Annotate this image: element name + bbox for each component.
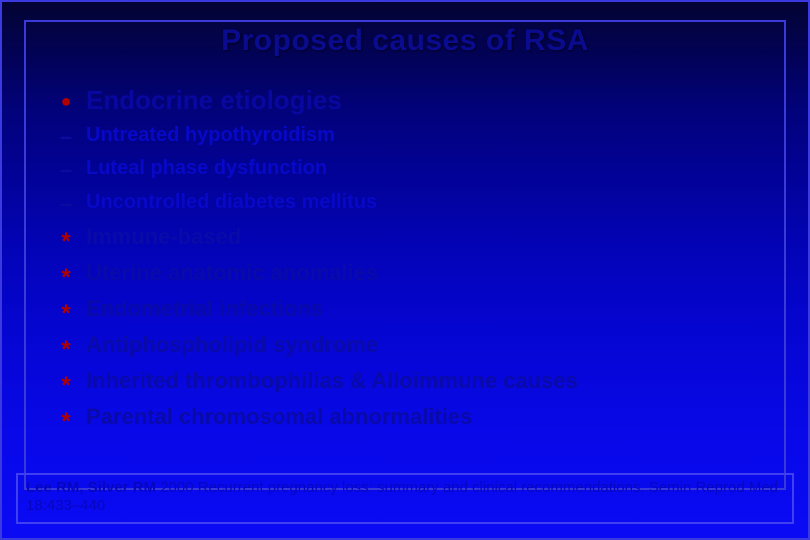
list-item: Luteal phase dysfunction — [52, 156, 768, 184]
citation-authors: Lee RM, Silver RM — [26, 479, 156, 496]
slide-title: Proposed causes of RSA — [2, 24, 808, 58]
list-item: Uterine anatomic anomalies — [52, 259, 768, 289]
bullet-star-icon — [52, 223, 80, 253]
item-text: Immune-based — [86, 223, 241, 251]
bullet-star-icon — [52, 259, 80, 289]
slide: Proposed causes of RSA Endocrine etiolog… — [0, 0, 810, 540]
item-text: Endocrine etiologies — [86, 84, 342, 117]
list-item: Untreated hypothyroidism — [52, 123, 768, 151]
bullet-star-icon — [52, 403, 80, 433]
bullet-disc-icon — [52, 84, 80, 112]
item-text: Uterine anatomic anomalies — [86, 259, 378, 287]
item-text: Untreated hypothyroidism — [86, 123, 335, 148]
citation-box: Lee RM, Silver RM 2000 Recurrent pregnan… — [16, 473, 794, 525]
item-text: Uncontrolled diabetes mellitus — [86, 190, 377, 215]
list-item: Antiphospholipid syndrome — [52, 331, 768, 361]
item-text: Luteal phase dysfunction — [86, 156, 327, 181]
list-item: Endometrial infections — [52, 295, 768, 325]
bullet-dash-icon — [52, 156, 80, 184]
content-list: Endocrine etiologies Untreated hypothyro… — [52, 84, 768, 439]
bullet-star-icon — [52, 295, 80, 325]
list-item: Immune-based — [52, 223, 768, 253]
item-text: Inherited thrombophilias & Alloimmune ca… — [86, 367, 578, 395]
bullet-dash-icon — [52, 123, 80, 151]
bullet-dash-icon — [52, 190, 80, 218]
item-text: Antiphospholipid syndrome — [86, 331, 378, 359]
list-item: Inherited thrombophilias & Alloimmune ca… — [52, 367, 768, 397]
bullet-star-icon — [52, 331, 80, 361]
list-item: Uncontrolled diabetes mellitus — [52, 190, 768, 218]
list-item: Parental chromosomal abnormalities — [52, 403, 768, 433]
item-text: Parental chromosomal abnormalities — [86, 403, 472, 431]
bullet-star-icon — [52, 367, 80, 397]
item-text: Endometrial infections — [86, 295, 323, 323]
list-item: Endocrine etiologies — [52, 84, 768, 117]
